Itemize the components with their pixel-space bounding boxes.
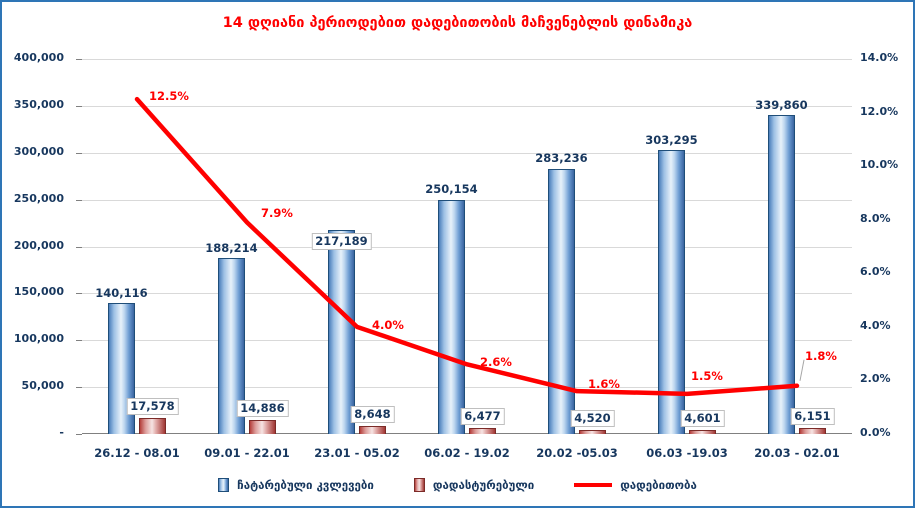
left-axis-tick-label: 100,000 bbox=[13, 332, 64, 346]
category-axis: 26.12 - 08.01 09.01 - 22.01 23.01 - 05.02 0… bbox=[82, 446, 852, 464]
x-axis-category-label: 20.03 - 02.01 bbox=[754, 446, 840, 460]
x-axis-category-label: 09.01 - 22.01 bbox=[204, 446, 290, 460]
right-axis-tick-label: 10.0% bbox=[860, 158, 899, 172]
x-axis-line bbox=[82, 433, 852, 434]
positivity-value-label: 1.8% bbox=[805, 348, 837, 363]
left-value-axis: - 50,000 100,000 150,000 200,000 250,000 300,0… bbox=[2, 51, 76, 439]
left-axis-tick-label: 200,000 bbox=[13, 238, 64, 252]
positivity-value-label: 4.0% bbox=[372, 317, 404, 332]
left-axis-tick-label: - bbox=[59, 426, 64, 439]
confirmed-value-label: 4,520 bbox=[570, 409, 615, 427]
x-axis-category-label: 20.02 -05.03 bbox=[536, 446, 618, 460]
tests-value-label: 188,214 bbox=[205, 240, 258, 255]
tests-bar bbox=[438, 199, 465, 434]
tests-value-label: 303,295 bbox=[645, 132, 698, 147]
gridline bbox=[82, 199, 852, 201]
confirmed-bar bbox=[579, 429, 606, 434]
confirmed-value-label: 17,578 bbox=[126, 397, 179, 415]
gridline bbox=[82, 246, 852, 248]
bar-group bbox=[302, 59, 412, 434]
confirmed-value-label: 6,477 bbox=[460, 407, 505, 425]
tests-value-label: 283,236 bbox=[535, 151, 588, 166]
positivity-value-label: 1.5% bbox=[691, 368, 723, 383]
bar-group bbox=[412, 59, 522, 434]
gridline bbox=[82, 105, 852, 107]
bar-swatch-icon bbox=[413, 478, 425, 492]
legend-item: დადასტურებული bbox=[413, 478, 535, 492]
label-leader-line bbox=[799, 359, 805, 381]
legend: ჩატარებული კვლევები დადასტურებული დადებითო… bbox=[2, 475, 913, 495]
bar-group bbox=[632, 59, 742, 434]
right-axis-tick-label: 4.0% bbox=[860, 318, 891, 332]
legend-label: დადასტურებული bbox=[432, 478, 535, 492]
gridline bbox=[82, 340, 852, 342]
gridline bbox=[82, 59, 852, 60]
left-axis-tick bbox=[76, 199, 82, 201]
confirmed-value-label: 6,151 bbox=[790, 408, 835, 426]
confirmed-bar bbox=[359, 425, 386, 434]
left-axis-tick bbox=[76, 293, 82, 295]
confirmed-value-label: 4,601 bbox=[680, 409, 725, 427]
left-axis-tick bbox=[76, 340, 82, 342]
left-axis-tick bbox=[76, 152, 82, 154]
left-axis-tick bbox=[76, 246, 82, 248]
x-axis-category-label: 26.12 - 08.01 bbox=[94, 446, 180, 460]
legend-item: დადებითობა bbox=[574, 478, 697, 492]
right-axis-tick-label: 8.0% bbox=[860, 211, 891, 225]
tests-value-label: 140,116 bbox=[95, 285, 148, 300]
left-axis-tick-label: 50,000 bbox=[21, 379, 64, 393]
tests-bar bbox=[658, 149, 685, 434]
right-axis-tick-label: 2.0% bbox=[860, 372, 891, 386]
positivity-value-label: 12.5% bbox=[149, 89, 189, 104]
legend-item: ჩატარებული კვლევები bbox=[218, 478, 374, 492]
left-axis-tick-label: 250,000 bbox=[13, 191, 64, 205]
confirmed-bar bbox=[799, 428, 826, 434]
right-axis-tick-label: 0.0% bbox=[860, 426, 891, 439]
tests-value-label: 250,154 bbox=[425, 182, 478, 197]
gridline bbox=[82, 387, 852, 389]
chart-title: 14 დღიანი პერიოდებით დადებითობის მაჩვენე… bbox=[222, 15, 693, 31]
left-axis-tick-label: 350,000 bbox=[13, 97, 64, 111]
confirmed-bar bbox=[689, 429, 716, 434]
right-axis-tick-label: 6.0% bbox=[860, 265, 891, 279]
x-axis-category-label: 23.01 - 05.02 bbox=[314, 446, 400, 460]
left-axis-tick bbox=[76, 387, 82, 389]
bar-swatch-icon bbox=[218, 478, 230, 492]
tests-value-label: 217,189 bbox=[311, 233, 372, 251]
positivity-line bbox=[134, 96, 805, 397]
x-axis-category-label: 06.02 - 19.02 bbox=[424, 446, 510, 460]
confirmed-bar bbox=[139, 417, 166, 434]
left-axis-tick-label: 400,000 bbox=[13, 51, 64, 64]
line-swatch-icon bbox=[574, 483, 613, 487]
confirmed-bar bbox=[469, 427, 496, 434]
confirmed-value-label: 14,886 bbox=[236, 400, 289, 418]
tests-bar bbox=[768, 115, 795, 434]
plot-area: 140,116 17,578 188,214 14,886 217,189 8,648 25… bbox=[82, 59, 852, 434]
left-axis-tick bbox=[76, 59, 82, 60]
confirmed-value-label: 8,648 bbox=[350, 405, 395, 423]
right-axis-tick-label: 14.0% bbox=[860, 51, 899, 64]
left-axis-tick bbox=[76, 434, 82, 435]
positivity-value-label: 1.6% bbox=[588, 377, 620, 392]
legend-label: დადებითობა bbox=[620, 478, 697, 492]
gridline bbox=[82, 152, 852, 154]
positivity-value-label: 2.6% bbox=[480, 355, 512, 370]
right-axis-tick-label: 12.0% bbox=[860, 104, 899, 118]
tests-bar bbox=[328, 230, 355, 434]
left-axis-tick bbox=[76, 105, 82, 107]
left-axis-tick-label: 300,000 bbox=[13, 144, 64, 158]
left-axis-tick-label: 150,000 bbox=[13, 285, 64, 299]
positivity-line-path bbox=[134, 96, 800, 397]
gridline bbox=[82, 293, 852, 295]
legend-label: ჩატარებული კვლევები bbox=[237, 478, 374, 492]
x-axis-category-label: 06.03 -19.03 bbox=[646, 446, 728, 460]
confirmed-bar bbox=[249, 420, 276, 434]
positivity-value-label: 7.9% bbox=[261, 206, 293, 221]
right-percent-axis: 0.0% 2.0% 4.0% 6.0% 8.0% 10.0% 12.0% 14.0% bbox=[856, 51, 914, 439]
tests-value-label: 339,860 bbox=[755, 98, 808, 113]
bar-group bbox=[742, 59, 852, 434]
